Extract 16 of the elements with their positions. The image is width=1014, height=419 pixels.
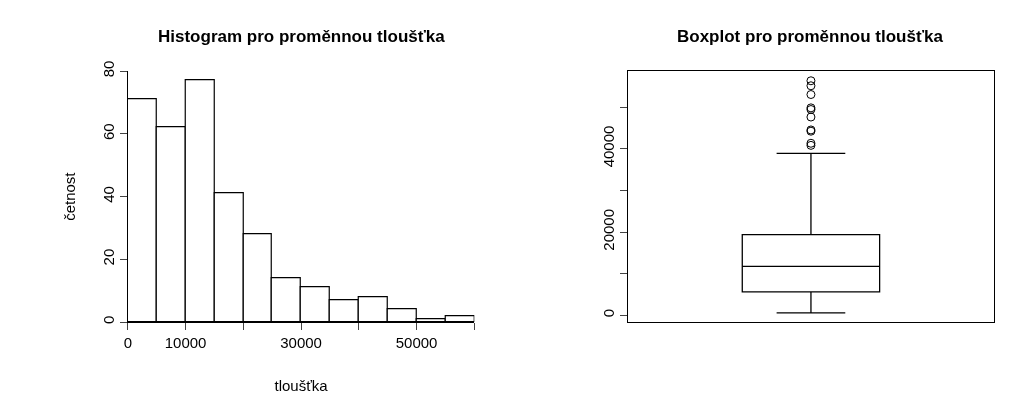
x-tick-label: 0 (123, 334, 133, 352)
chart-title: Boxplot pro proměnnou tloušťka (677, 27, 944, 46)
x-tick-label: 50000 (395, 334, 438, 352)
x-tick-label: 10000 (164, 334, 207, 352)
y-tick-label: 20 (99, 248, 117, 266)
x-tick-label: 30000 (280, 334, 322, 352)
x-axis-title: tloušťka (274, 377, 329, 395)
y-tick-label: 80 (99, 60, 117, 78)
chart-title: Histogram pro proměnnou tloušťka (158, 27, 446, 46)
y-axis-title: četnost (61, 171, 79, 221)
y-tick-label: 0 (599, 308, 617, 318)
y-tick-label: 40000 (599, 125, 617, 168)
y-tick-label: 60 (99, 123, 117, 140)
y-tick-label: 20000 (599, 208, 617, 251)
y-tick-label: 0 (99, 315, 117, 324)
y-tick-label: 40 (99, 186, 117, 203)
